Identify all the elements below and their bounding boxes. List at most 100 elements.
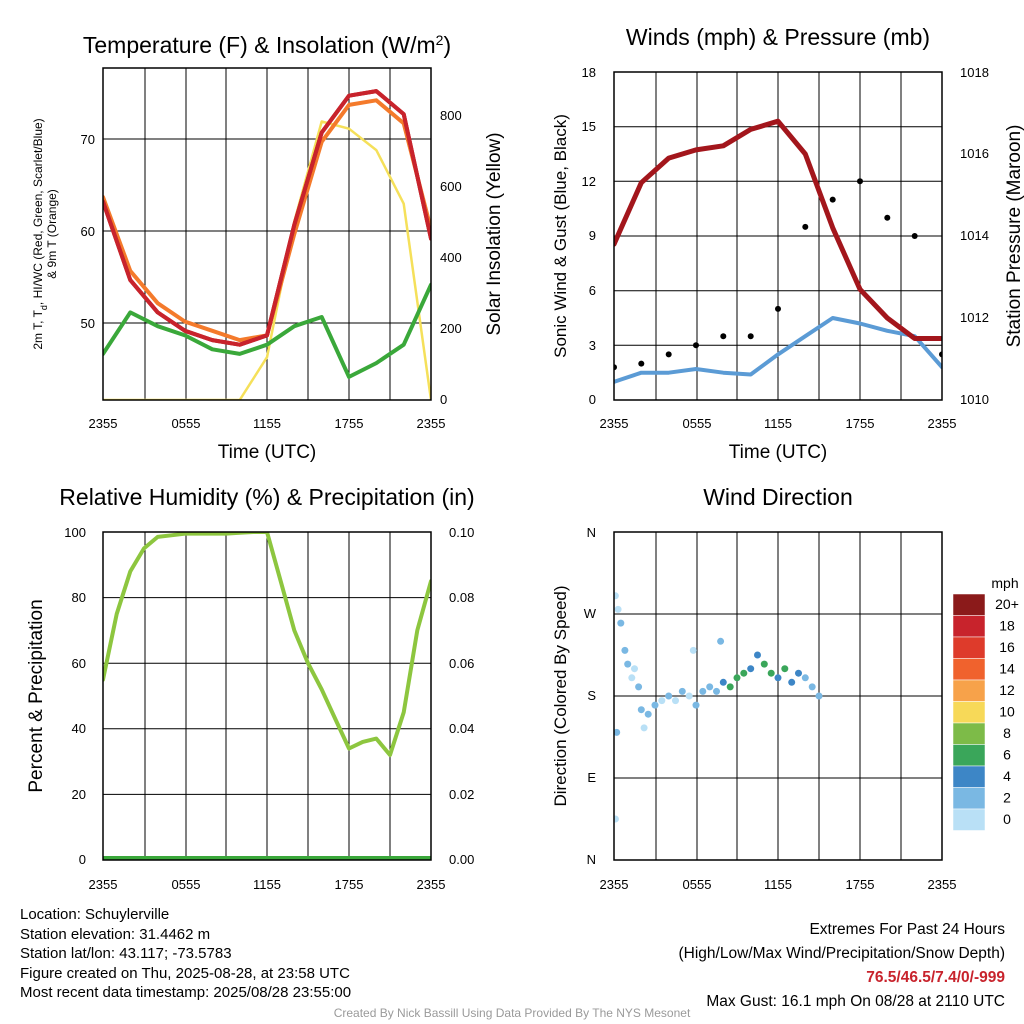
legend-label: 0 xyxy=(1003,811,1011,827)
x-tick-label: 2355 xyxy=(89,877,118,892)
winds-x-ticks: 2355 0555 1155 1755 2355 xyxy=(600,416,957,431)
legend-label: 8 xyxy=(1003,725,1011,741)
x-tick-label: 1755 xyxy=(846,416,875,431)
direction-x-ticks: 2355 0555 1155 1755 2355 xyxy=(600,877,957,892)
y2-tick-label: 0.06 xyxy=(449,656,474,671)
x-tick-label: 2355 xyxy=(600,877,629,892)
extremes-subtitle: (High/Low/Max Wind/Precipitation/Snow De… xyxy=(678,945,1006,962)
x-tick-label: 0555 xyxy=(172,416,201,431)
x-tick-label: 2355 xyxy=(600,416,629,431)
y2-tick-label: 1016 xyxy=(960,146,989,161)
gust-point xyxy=(665,351,672,358)
station-location: Location: Schuylerville xyxy=(20,906,170,923)
series-line-solar-insolation xyxy=(103,120,431,400)
station-elevation: Station elevation: 31.4462 m xyxy=(20,925,211,943)
x-tick-label: 2355 xyxy=(928,877,957,892)
winds-right-ticks: 1010 1012 1014 1016 1018 xyxy=(960,65,989,407)
temperature-frame xyxy=(102,67,432,401)
y2-tick-label: 0.02 xyxy=(449,787,474,802)
winds-ylabel-left: Sonic Wind & Gust (Blue, Black) xyxy=(551,114,570,358)
temperature-panel: Temperature (F) & Insolation (W/m2) 50 6… xyxy=(31,32,505,463)
winds-ylabel-right: Station Pressure (Maroon) xyxy=(1004,125,1024,348)
winds-series xyxy=(614,118,942,384)
series-line-2m-t xyxy=(103,89,431,347)
max-gust: Max Gust: 16.1 mph On 08/28 at 2110 UTC xyxy=(706,993,1005,1010)
direction-point xyxy=(631,665,638,673)
direction-point xyxy=(692,701,700,709)
direction-point xyxy=(767,669,775,677)
y-tick-label: 20 xyxy=(72,787,86,802)
y-tick-label: 60 xyxy=(81,224,95,239)
direction-point xyxy=(635,683,643,691)
gust-point xyxy=(720,333,727,340)
temperature-right-ticks: 0 200 400 600 800 xyxy=(440,108,462,407)
y2-tick-label: 800 xyxy=(440,108,462,123)
legend-swatch xyxy=(952,701,986,724)
y2-tick-label: 1014 xyxy=(960,228,989,243)
humidity-ylabel-left: Percent & Precipitation xyxy=(26,599,47,792)
x-tick-label: 1155 xyxy=(253,877,281,892)
svg-text:& 9m T (Orange): & 9m T (Orange) xyxy=(45,189,59,279)
direction-point xyxy=(719,678,727,686)
legend-swatch xyxy=(952,787,986,810)
temperature-series xyxy=(103,89,431,400)
legend-swatch xyxy=(952,722,986,745)
legend-label: 20+ xyxy=(995,596,1019,612)
direction-point xyxy=(621,646,629,654)
direction-point xyxy=(672,697,679,705)
direction-point xyxy=(651,701,659,709)
direction-point xyxy=(815,692,823,700)
extremes-box: Extremes For Past 24 Hours (High/Low/Max… xyxy=(679,918,1006,1014)
humidity-frame xyxy=(102,531,432,861)
direction-left-ticks: N E S W N xyxy=(584,525,597,867)
temperature-xlabel: Time (UTC) xyxy=(218,442,317,463)
legend-swatch xyxy=(952,636,986,659)
credit-line: Created By Nick Bassill Using Data Provi… xyxy=(333,1006,691,1020)
y-tick-label: 0 xyxy=(589,392,596,407)
y2-tick-label: 0.10 xyxy=(449,525,474,540)
legend-swatch xyxy=(952,808,986,831)
y-tick-label: 40 xyxy=(72,721,86,736)
direction-point xyxy=(689,646,697,654)
gust-point xyxy=(747,333,754,340)
direction-point xyxy=(644,710,652,718)
series-group xyxy=(103,89,431,400)
legend-label: 12 xyxy=(999,682,1015,698)
series-line-relative-humidity xyxy=(103,532,431,757)
direction-point xyxy=(760,660,768,668)
speed-legend: 20+ 18 16 14 12 10 8 6 4 2 0 xyxy=(952,593,1019,831)
winds-grid xyxy=(614,72,942,400)
winds-panel: Winds (mph) & Pressure (mb) 0 3 6 9 12 1… xyxy=(551,24,1024,463)
y2-tick-label: 0 xyxy=(440,392,447,407)
direction-point xyxy=(726,683,734,691)
direction-point xyxy=(678,687,686,695)
legend-swatch xyxy=(952,744,986,767)
y2-tick-label: 1018 xyxy=(960,65,989,80)
y-tick-label: E xyxy=(587,770,596,785)
x-tick-label: 1755 xyxy=(846,877,875,892)
humidity-series xyxy=(103,532,431,860)
x-tick-label: 1755 xyxy=(335,877,364,892)
temperature-x-ticks: 2355 0555 1155 1755 2355 xyxy=(89,416,446,431)
recent-timestamp: Most recent data timestamp: 2025/08/28 2… xyxy=(20,984,352,1001)
gust-point xyxy=(802,223,809,230)
svg-text:2m T, Td, HI/WC (Red, Green, S: 2m T, Td, HI/WC (Red, Green, Scarlet/Blu… xyxy=(31,118,49,349)
x-tick-label: 0555 xyxy=(683,877,712,892)
direction-point xyxy=(614,592,619,600)
y-tick-label: 6 xyxy=(589,283,596,298)
series-line-station-pressure xyxy=(614,118,942,341)
temperature-title: Temperature (F) & Insolation (W/m2) xyxy=(83,32,451,58)
legend-swatch xyxy=(952,615,986,638)
direction-point xyxy=(795,669,802,677)
series-group xyxy=(103,532,431,860)
direction-grid xyxy=(614,532,942,860)
temperature-left-ticks: 50 60 70 xyxy=(81,132,95,331)
humidity-title: Relative Humidity (%) & Precipitation (i… xyxy=(59,484,474,510)
x-tick-label: 2355 xyxy=(928,416,957,431)
gust-point xyxy=(693,342,699,349)
y2-tick-label: 0.00 xyxy=(449,852,474,867)
legend-title: mph xyxy=(991,575,1018,591)
x-tick-label: 2355 xyxy=(417,416,446,431)
humidity-left-ticks: 0 20 40 60 80 100 xyxy=(64,525,86,867)
gust-point xyxy=(857,178,863,185)
